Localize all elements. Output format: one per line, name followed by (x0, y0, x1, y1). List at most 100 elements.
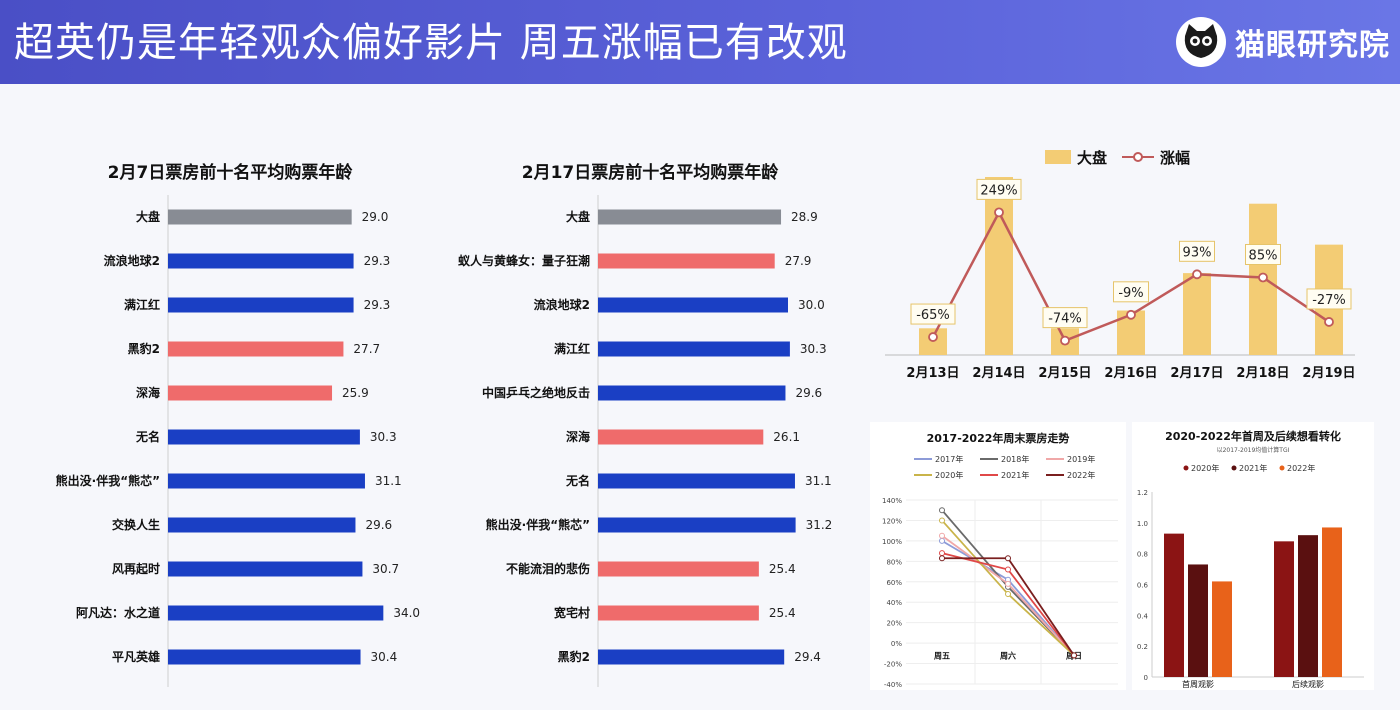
legend-label: 2021年 (1239, 463, 1267, 473)
bar (598, 517, 796, 533)
legend-label: 2019年 (1067, 454, 1095, 464)
tick-label: 40% (886, 599, 902, 607)
value-label: 31.1 (375, 474, 402, 488)
value-label: 27.9 (785, 254, 812, 268)
growth-point (928, 332, 938, 342)
tick-label: 2月15日 (1038, 366, 1091, 381)
tick-label: 1.2 (1137, 489, 1148, 497)
value-label: 29.3 (364, 298, 391, 312)
tick-label: 后续观影 (1292, 679, 1324, 689)
series-point (1005, 555, 1011, 562)
growth-point (1192, 269, 1202, 280)
legend-label: 2020年 (1191, 463, 1219, 473)
category-label: 深海 (566, 429, 590, 444)
tick-label: 2月13日 (906, 366, 959, 381)
series-point (1005, 591, 1011, 598)
category-label: 宽宅村 (553, 605, 590, 620)
tick-label: 周六 (1000, 650, 1016, 660)
tick-label: 80% (886, 558, 902, 566)
category-label: 交换人生 (112, 517, 160, 532)
value-label: 31.1 (805, 474, 832, 488)
bar (1212, 581, 1232, 677)
value-label: 30.3 (370, 430, 397, 444)
series-line (942, 557, 1075, 656)
growth-point (994, 207, 1004, 218)
value-label: 25.4 (769, 606, 796, 620)
tick-label: 2月16日 (1104, 366, 1157, 381)
data-label: -65% (916, 308, 950, 323)
series-point (939, 517, 945, 524)
value-label: 27.7 (353, 342, 380, 356)
bar (985, 177, 1013, 355)
series-point (1071, 652, 1077, 659)
legend-label: 2021年 (1001, 470, 1029, 480)
legend-swatch-bar (1045, 150, 1071, 164)
bar (598, 209, 782, 225)
bar (1188, 564, 1208, 677)
value-label: 30.0 (798, 298, 825, 312)
tick-label: 0.8 (1137, 551, 1148, 559)
category-label: 满江红 (554, 341, 590, 356)
tick-label: 2月17日 (1170, 366, 1223, 381)
growth-point (1060, 335, 1070, 346)
legend-marker (1133, 152, 1143, 162)
bar (168, 341, 344, 357)
bar (168, 649, 361, 665)
category-label: 大盘 (566, 209, 590, 224)
brand-logo: 猫眼研究院 (1175, 16, 1390, 68)
category-label: 无名 (565, 473, 590, 488)
tick-label: 0% (891, 640, 902, 648)
category-label: 风再起时 (112, 561, 160, 576)
legend-label: 2020年 (935, 470, 963, 480)
data-label-box (1113, 281, 1149, 303)
tick-label: 60% (886, 579, 902, 587)
bar (598, 473, 795, 489)
tick-label: 0 (1144, 674, 1148, 682)
bar (168, 297, 354, 313)
brand-name: 猫眼研究院 (1235, 28, 1390, 63)
legend-swatch (1279, 465, 1285, 471)
series-point (939, 550, 945, 557)
value-label: 30.4 (371, 650, 398, 664)
category-label: 黑豹2 (558, 649, 590, 664)
legend-label: 2022年 (1287, 463, 1315, 473)
tick-label: 2月14日 (972, 366, 1025, 381)
bar (1183, 273, 1211, 355)
tick-label: 120% (882, 517, 902, 525)
value-label: 29.6 (795, 386, 822, 400)
bar (598, 561, 759, 577)
tick-label: 100% (882, 538, 902, 546)
bar (1164, 533, 1184, 677)
bar (168, 517, 356, 533)
cat-eye-icon (1176, 17, 1226, 67)
header-banner: 超英仍是年轻观众偏好影片 周五涨幅已有改观 猫眼研究院 (0, 0, 1400, 84)
value-label: 30.3 (800, 342, 827, 356)
page-title: 超英仍是年轻观众偏好影片 周五涨幅已有改观 (14, 20, 848, 66)
chart-weekend: 2017-2022年周末票房走势 2017年 2018年 2019年 2020年 2021… (870, 422, 1126, 690)
tick-label: 0.4 (1137, 612, 1149, 620)
category-label: 大盘 (136, 209, 160, 224)
series-point (939, 537, 945, 544)
bar (598, 253, 775, 269)
chart-feb17: 大盘 28.9 蚁人与黄蜂女：量子狂潮 27.9 流浪地球2 30.0 满江红 30.3 中国乒… (458, 195, 832, 687)
tick-label: 140% (882, 497, 902, 505)
tick-label: 20% (886, 620, 902, 628)
bar (168, 561, 363, 577)
value-label: 29.6 (365, 518, 392, 532)
bar (168, 385, 333, 401)
category-label: 黑豹2 (128, 341, 160, 356)
data-label-box (976, 178, 1022, 200)
bar (168, 429, 360, 445)
legend-label: 大盘 (1077, 149, 1107, 167)
data-label-box (1245, 243, 1281, 265)
chart-feb17-title: 2月17日票房前十名平均购票年龄 (521, 163, 779, 183)
tick-label: 2月19日 (1302, 366, 1355, 381)
tick-label: -20% (884, 661, 902, 669)
value-label: 29.0 (362, 210, 389, 224)
tick-label: 0.2 (1137, 643, 1148, 651)
bar (168, 605, 384, 621)
chart-title: 2017-2022年周末票房走势 (927, 431, 1070, 445)
data-label: 85% (1249, 248, 1278, 263)
category-label: 阿凡达：水之道 (76, 605, 160, 620)
bar (598, 297, 788, 313)
